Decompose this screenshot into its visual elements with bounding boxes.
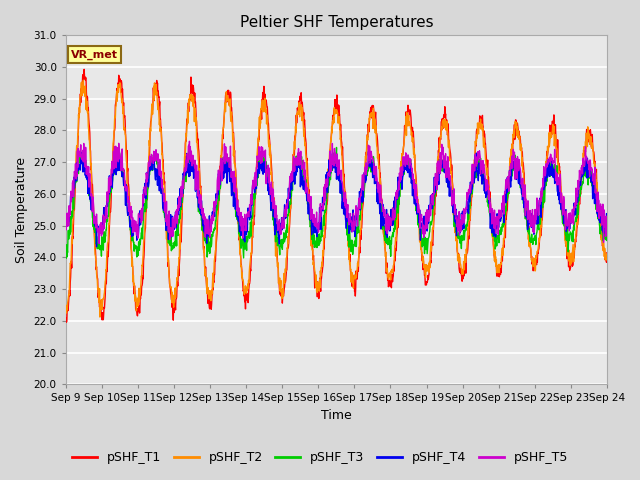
pSHF_T2	[183, 125, 191, 131]
pSHF_T5	[244, 214, 252, 220]
pSHF_T3	[62, 254, 70, 260]
pSHF_T4	[243, 227, 251, 233]
pSHF_T2	[79, 77, 87, 83]
Legend: pSHF_T1, pSHF_T2, pSHF_T3, pSHF_T4, pSHF_T5: pSHF_T1, pSHF_T2, pSHF_T3, pSHF_T4, pSHF…	[67, 446, 573, 469]
pSHF_T5	[170, 229, 177, 235]
pSHF_T4	[365, 149, 372, 155]
pSHF_T5	[182, 165, 190, 171]
pSHF_T1	[603, 250, 611, 256]
Text: VR_met: VR_met	[71, 49, 118, 60]
pSHF_T2	[492, 253, 499, 259]
X-axis label: Time: Time	[321, 409, 352, 422]
pSHF_T5	[540, 184, 547, 190]
pSHF_T4	[603, 216, 611, 222]
pSHF_T5	[62, 211, 70, 216]
pSHF_T1	[540, 195, 547, 201]
pSHF_T3	[243, 233, 251, 239]
pSHF_T2	[170, 304, 177, 310]
pSHF_T5	[421, 224, 429, 229]
pSHF_T3	[333, 144, 340, 150]
pSHF_T3	[540, 201, 547, 207]
Line: pSHF_T4: pSHF_T4	[66, 152, 607, 247]
pSHF_T2	[96, 314, 104, 320]
pSHF_T3	[421, 234, 429, 240]
pSHF_T4	[492, 234, 499, 240]
pSHF_T1	[421, 271, 429, 276]
pSHF_T3	[170, 240, 177, 246]
pSHF_T1	[183, 116, 191, 122]
Line: pSHF_T5: pSHF_T5	[66, 141, 607, 243]
pSHF_T5	[603, 219, 611, 225]
pSHF_T4	[182, 169, 190, 175]
pSHF_T1	[63, 319, 70, 325]
pSHF_T5	[492, 230, 499, 236]
pSHF_T1	[62, 319, 70, 324]
Title: Peltier SHF Temperatures: Peltier SHF Temperatures	[239, 15, 433, 30]
pSHF_T1	[492, 259, 499, 264]
pSHF_T4	[170, 226, 177, 231]
pSHF_T2	[603, 255, 611, 261]
pSHF_T4	[421, 227, 429, 233]
pSHF_T3	[62, 255, 70, 261]
Line: pSHF_T2: pSHF_T2	[66, 80, 607, 317]
pSHF_T2	[540, 191, 547, 197]
pSHF_T2	[244, 287, 252, 293]
pSHF_T3	[492, 243, 499, 249]
Line: pSHF_T1: pSHF_T1	[66, 69, 607, 322]
Y-axis label: Soil Temperature: Soil Temperature	[15, 157, 28, 263]
pSHF_T4	[93, 244, 100, 250]
pSHF_T1	[170, 300, 177, 306]
pSHF_T2	[421, 271, 429, 277]
pSHF_T4	[62, 218, 70, 224]
pSHF_T5	[186, 138, 193, 144]
pSHF_T1	[80, 66, 88, 72]
Line: pSHF_T3: pSHF_T3	[66, 147, 607, 258]
pSHF_T2	[62, 308, 70, 313]
pSHF_T1	[244, 290, 252, 296]
pSHF_T3	[182, 162, 190, 168]
pSHF_T4	[540, 183, 547, 189]
pSHF_T3	[603, 226, 611, 231]
pSHF_T5	[95, 240, 103, 246]
